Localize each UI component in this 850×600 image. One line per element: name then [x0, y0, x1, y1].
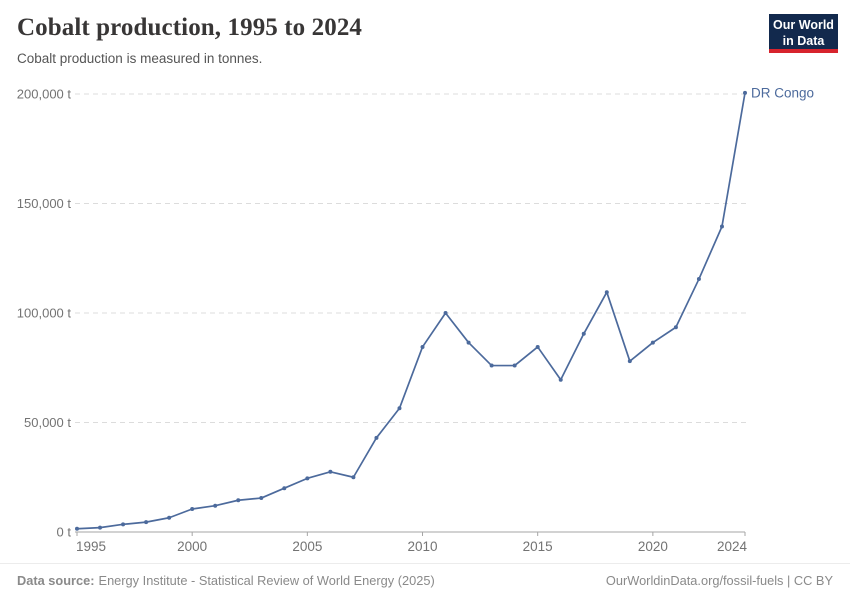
data-source-note: Data source: Energy Institute - Statistic…: [17, 573, 435, 600]
data-point[interactable]: [259, 496, 264, 501]
owid-logo-line1: Our World: [773, 18, 834, 32]
data-point[interactable]: [190, 507, 195, 512]
data-source-label: Data source:: [17, 573, 95, 588]
data-point[interactable]: [512, 363, 517, 368]
data-point[interactable]: [420, 344, 425, 349]
x-axis-tick-label: 2015: [523, 539, 553, 554]
data-point[interactable]: [581, 331, 586, 336]
data-point[interactable]: [650, 340, 655, 345]
data-point[interactable]: [236, 498, 241, 503]
data-point[interactable]: [213, 503, 218, 508]
x-axis-tick-label: 2010: [407, 539, 437, 554]
data-point[interactable]: [351, 475, 356, 480]
data-point[interactable]: [397, 406, 402, 411]
data-point[interactable]: [696, 277, 701, 282]
owid-logo-line2: in Data: [782, 33, 825, 48]
x-axis-tick-label: 1995: [76, 539, 106, 554]
data-point[interactable]: [144, 520, 149, 525]
data-point[interactable]: [443, 311, 448, 315]
y-axis-tick-label: 200,000 t: [17, 87, 72, 102]
owid-logo[interactable]: Our World in Data: [769, 14, 838, 53]
data-point[interactable]: [627, 359, 632, 364]
data-source-text: Energy Institute - Statistical Review of…: [98, 573, 435, 588]
data-point[interactable]: [167, 515, 172, 520]
data-point[interactable]: [305, 476, 310, 481]
data-point[interactable]: [121, 522, 126, 527]
data-point[interactable]: [558, 377, 563, 382]
y-axis-tick-label: 0 t: [57, 525, 72, 540]
data-line[interactable]: [76, 92, 746, 530]
data-point[interactable]: [535, 344, 540, 349]
x-axis-tick-label: 2005: [292, 539, 322, 554]
y-axis-tick-label: 150,000 t: [17, 196, 72, 211]
data-point[interactable]: [604, 290, 609, 295]
data-point[interactable]: [282, 486, 287, 491]
owid-url-link[interactable]: OurWorldinData.org/fossil-fuels | CC BY: [605, 573, 833, 588]
data-point[interactable]: [75, 526, 79, 531]
x-axis-tick-label: 2024: [717, 539, 748, 554]
data-point[interactable]: [98, 525, 103, 530]
chart-header: Cobalt production, 1995 to 2024 Cobalt p…: [17, 14, 838, 66]
data-point[interactable]: [328, 469, 333, 474]
y-axis-tick-label: 100,000 t: [17, 306, 72, 321]
data-point[interactable]: [743, 90, 747, 95]
data-point[interactable]: [673, 325, 678, 330]
data-point[interactable]: [489, 363, 494, 368]
chart-footer: Data source: Energy Institute - Statistic…: [0, 563, 850, 600]
chart-subtitle: Cobalt production is measured in tonnes.: [17, 51, 263, 66]
x-axis-tick-label: 2000: [177, 539, 207, 554]
x-axis-tick-label: 2020: [638, 539, 668, 554]
series-entity-label[interactable]: DR Congo: [751, 85, 814, 100]
data-point[interactable]: [374, 435, 379, 440]
y-axis-tick-label: 50,000 t: [24, 415, 71, 430]
chart-title: Cobalt production, 1995 to 2024: [17, 14, 363, 41]
data-point[interactable]: [466, 340, 471, 345]
data-point[interactable]: [719, 224, 724, 229]
